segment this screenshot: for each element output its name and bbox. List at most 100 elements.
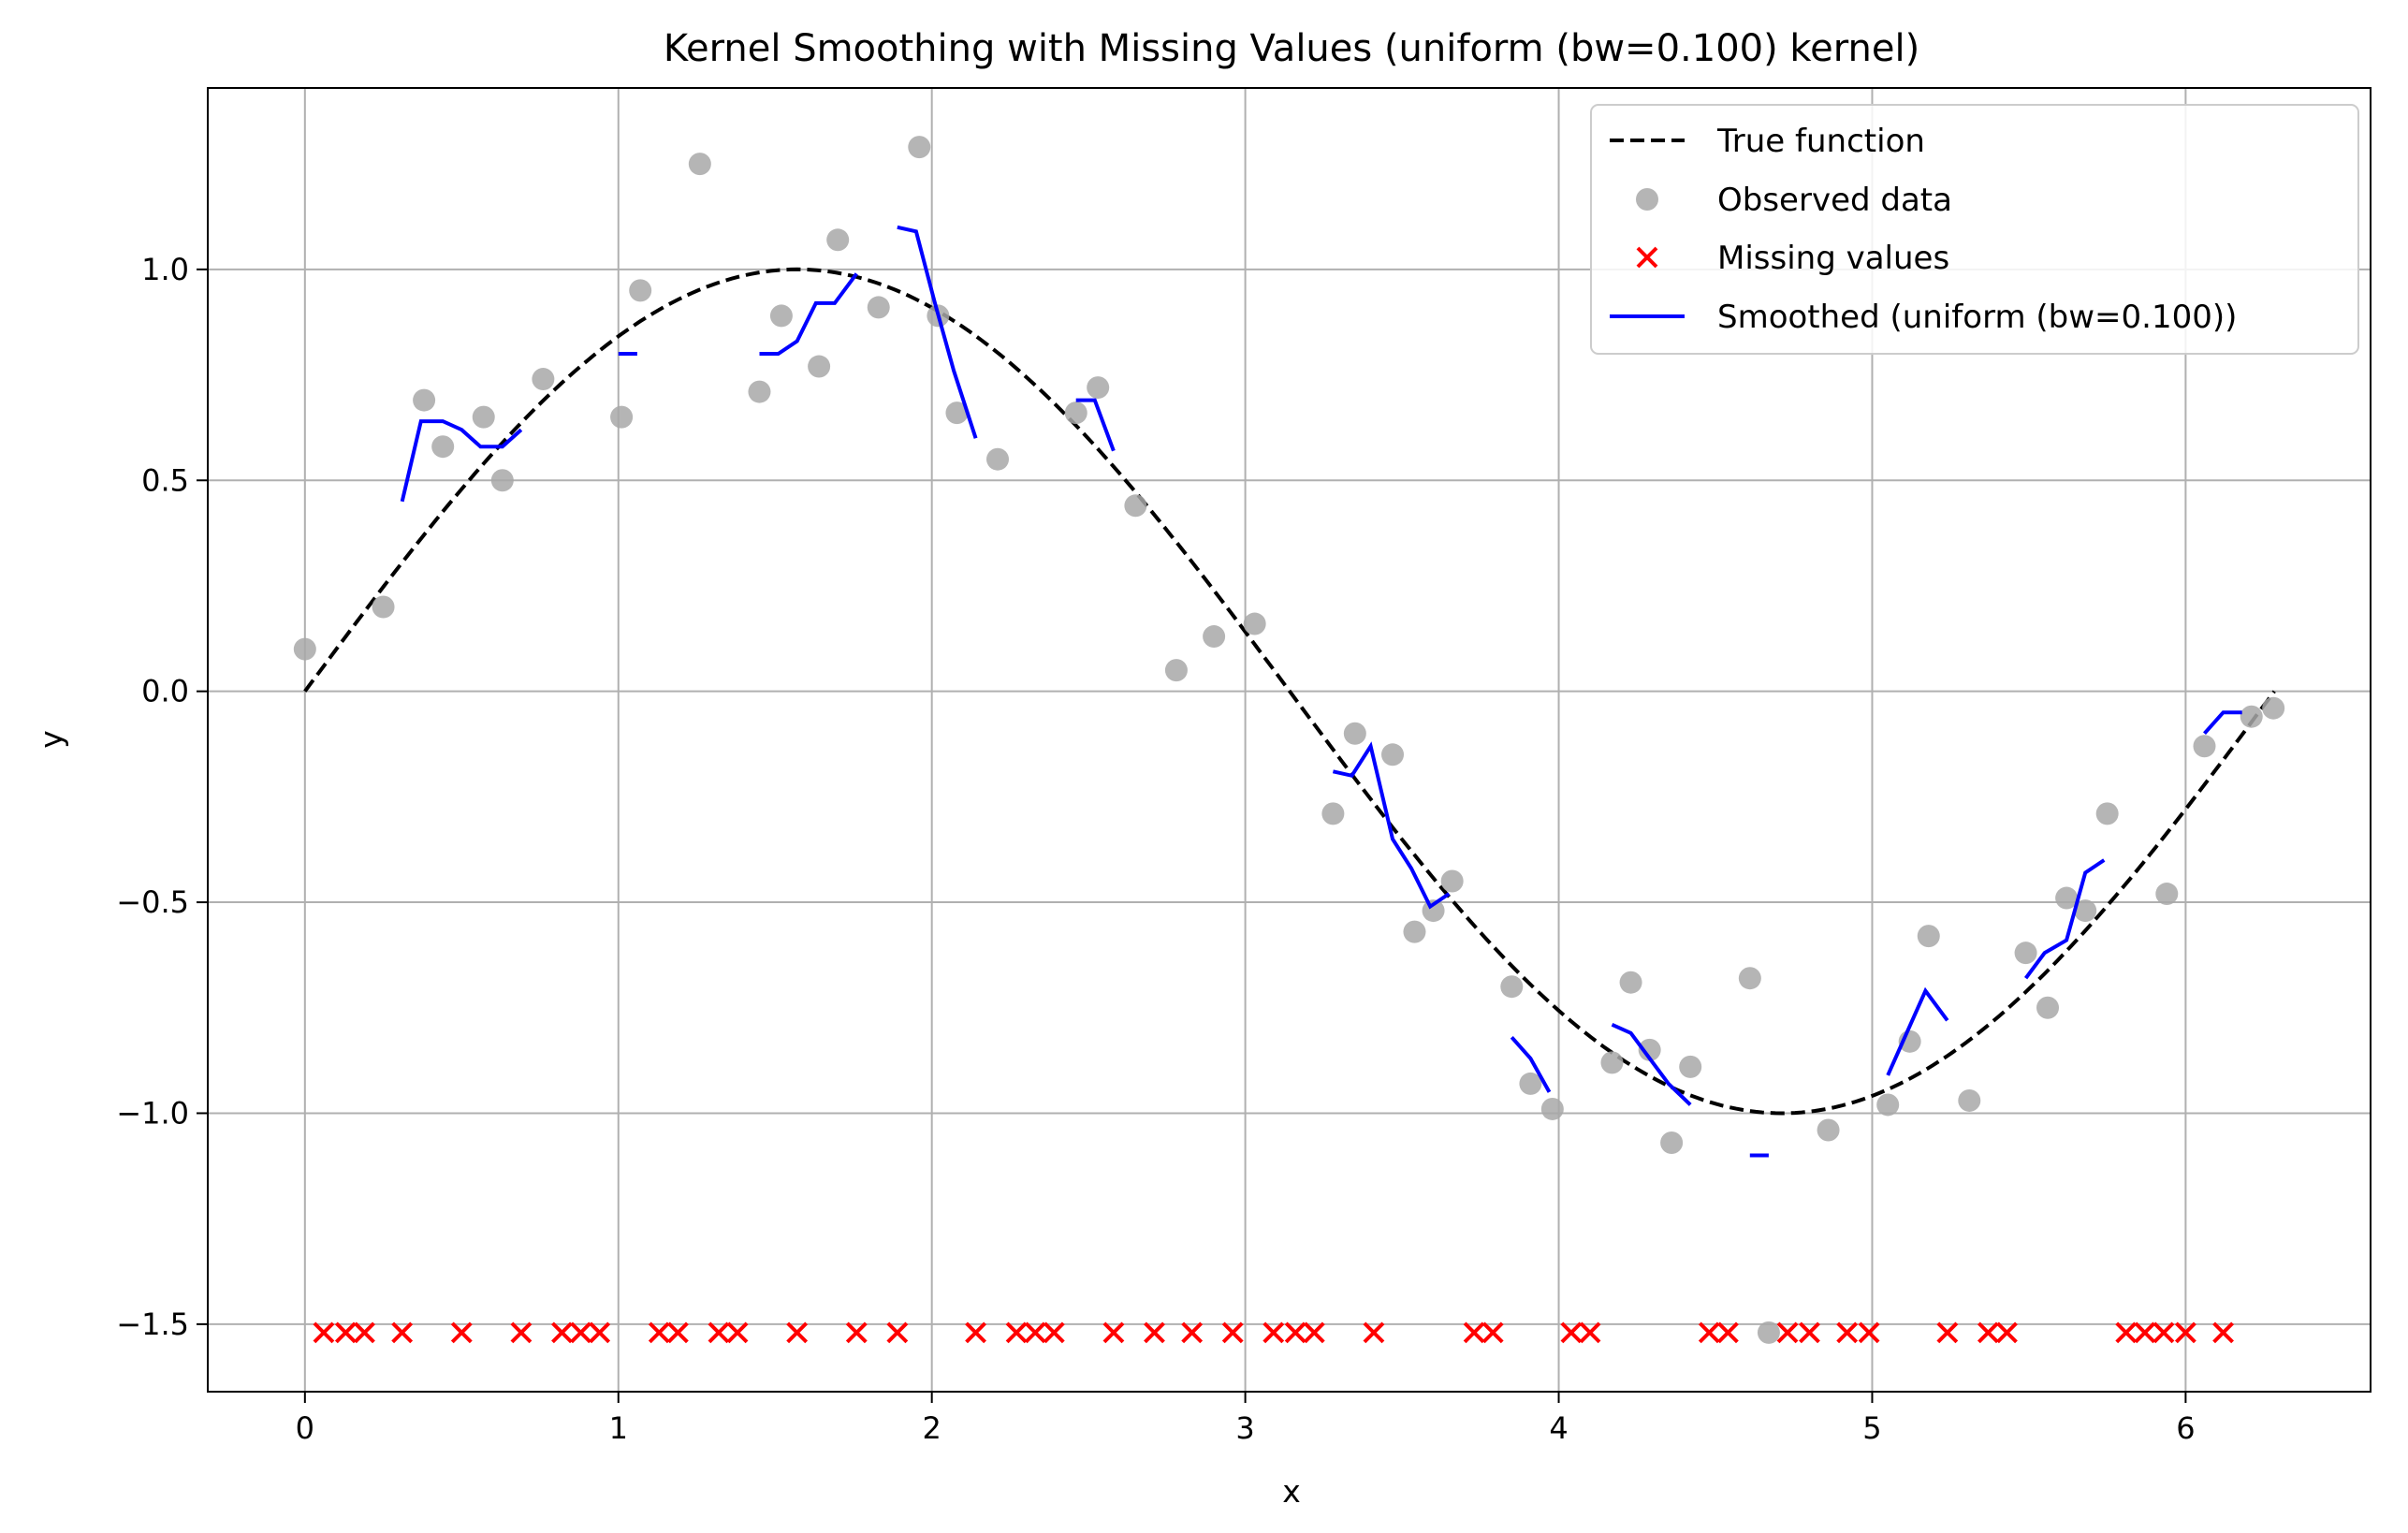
chart-title: Kernel Smoothing with Missing Values (un… bbox=[664, 27, 1919, 70]
observed-point bbox=[1343, 722, 1366, 745]
observed-point bbox=[2155, 883, 2179, 906]
observed-point bbox=[1600, 1051, 1624, 1074]
legend-handle-observed bbox=[1636, 188, 1658, 211]
observed-point bbox=[769, 304, 793, 328]
observed-point bbox=[1087, 376, 1110, 400]
missing-marker bbox=[1024, 1321, 1046, 1344]
legend-box bbox=[1590, 104, 2359, 355]
missing-marker bbox=[1005, 1321, 1028, 1344]
missing-marker bbox=[1936, 1321, 1959, 1344]
x-tick-label: 2 bbox=[923, 1410, 941, 1446]
missing-marker bbox=[1363, 1321, 1385, 1344]
smoothed-segment bbox=[1611, 1022, 1692, 1106]
observed-point bbox=[1064, 402, 1087, 425]
missing-marker bbox=[570, 1321, 591, 1344]
legend-label-missing: Missing values bbox=[1717, 240, 1949, 277]
missing-marker bbox=[510, 1321, 533, 1344]
missing-marker bbox=[1977, 1321, 1999, 1344]
missing-marker bbox=[845, 1321, 868, 1344]
observed-point bbox=[826, 228, 850, 252]
missing-marker bbox=[1181, 1321, 1204, 1344]
missing-marker bbox=[334, 1321, 357, 1344]
observed-point bbox=[372, 595, 395, 619]
missing-marker bbox=[1836, 1321, 1859, 1344]
missing-marker bbox=[589, 1321, 611, 1344]
missing-marker bbox=[1560, 1321, 1583, 1344]
observed-point bbox=[748, 380, 771, 403]
observed-point bbox=[1124, 494, 1147, 518]
missing-marker bbox=[648, 1321, 670, 1344]
missing-marker bbox=[313, 1321, 335, 1344]
plot-area bbox=[293, 136, 2285, 1344]
observed-point bbox=[1679, 1055, 1702, 1078]
y-axis-label: y bbox=[33, 730, 69, 749]
x-tick-label: 1 bbox=[609, 1410, 628, 1446]
observed-point bbox=[1958, 1088, 1981, 1112]
observed-point bbox=[2074, 899, 2097, 923]
missing-marker bbox=[886, 1321, 909, 1344]
missing-marker bbox=[2115, 1321, 2138, 1344]
observed-point bbox=[1738, 967, 1761, 990]
series-missing-values bbox=[313, 1321, 2234, 1344]
legend: True function Observed data Missing values… bbox=[1590, 104, 2359, 355]
observed-point bbox=[2240, 705, 2263, 728]
missing-marker bbox=[1996, 1321, 2018, 1344]
observed-point bbox=[629, 279, 652, 302]
missing-marker bbox=[354, 1321, 375, 1344]
missing-marker bbox=[2134, 1321, 2156, 1344]
missing-marker bbox=[1698, 1321, 1720, 1344]
observed-point bbox=[610, 405, 634, 429]
y-tick-label: −1.0 bbox=[116, 1095, 189, 1131]
legend-label-true-function: True function bbox=[1716, 123, 1925, 160]
axis-ticks: 0 1 2 3 4 5 6 −1.5 −1.0 −0.5 0.0 0.5 1.0 bbox=[116, 252, 2195, 1446]
missing-marker bbox=[1776, 1321, 1799, 1344]
observed-point bbox=[1381, 743, 1405, 766]
missing-marker bbox=[1579, 1321, 1601, 1344]
observed-point bbox=[1757, 1321, 1780, 1344]
missing-marker bbox=[965, 1321, 986, 1344]
observed-point bbox=[908, 136, 931, 159]
legend-label-smoothed: Smoothed (uniform (bw=0.100)) bbox=[1717, 299, 2237, 336]
x-tick-label: 3 bbox=[1235, 1410, 1254, 1446]
observed-point bbox=[1619, 971, 1642, 994]
observed-point bbox=[2193, 735, 2216, 758]
observed-point bbox=[1403, 920, 1426, 943]
missing-marker bbox=[2174, 1321, 2196, 1344]
observed-point bbox=[1660, 1132, 1684, 1155]
missing-marker bbox=[391, 1321, 414, 1344]
missing-marker bbox=[708, 1321, 730, 1344]
observed-point bbox=[532, 368, 555, 391]
observed-point bbox=[490, 469, 514, 492]
observed-point bbox=[945, 402, 969, 425]
y-tick-label: 0.0 bbox=[141, 674, 189, 709]
missing-marker bbox=[726, 1321, 749, 1344]
observed-point bbox=[1540, 1097, 1564, 1120]
observed-point bbox=[1440, 869, 1464, 893]
missing-marker bbox=[551, 1321, 573, 1344]
missing-marker bbox=[1463, 1321, 1485, 1344]
observed-point bbox=[1321, 802, 1345, 825]
smoothed-segment bbox=[759, 272, 858, 356]
x-tick-label: 6 bbox=[2176, 1410, 2195, 1446]
observed-point bbox=[867, 296, 890, 319]
observed-point bbox=[472, 405, 495, 429]
true-function-line bbox=[303, 267, 2276, 1116]
series-true-function bbox=[303, 267, 2276, 1116]
observed-point bbox=[2014, 942, 2037, 965]
y-tick-label: −1.5 bbox=[116, 1307, 189, 1342]
smoothed-segment bbox=[1886, 986, 1949, 1076]
observed-point bbox=[1164, 659, 1188, 682]
observed-point bbox=[1203, 625, 1226, 649]
missing-marker bbox=[2212, 1321, 2234, 1344]
observed-point bbox=[413, 388, 436, 412]
x-tick-label: 0 bbox=[296, 1410, 314, 1446]
observed-point bbox=[293, 637, 316, 661]
legend-label-observed: Observed data bbox=[1717, 182, 1952, 219]
smoothed-segment bbox=[1332, 741, 1451, 910]
missing-marker bbox=[1716, 1321, 1739, 1344]
missing-marker bbox=[666, 1321, 689, 1344]
plot-frame bbox=[207, 87, 2372, 1393]
missing-marker bbox=[1144, 1321, 1165, 1344]
observed-point bbox=[688, 153, 711, 176]
